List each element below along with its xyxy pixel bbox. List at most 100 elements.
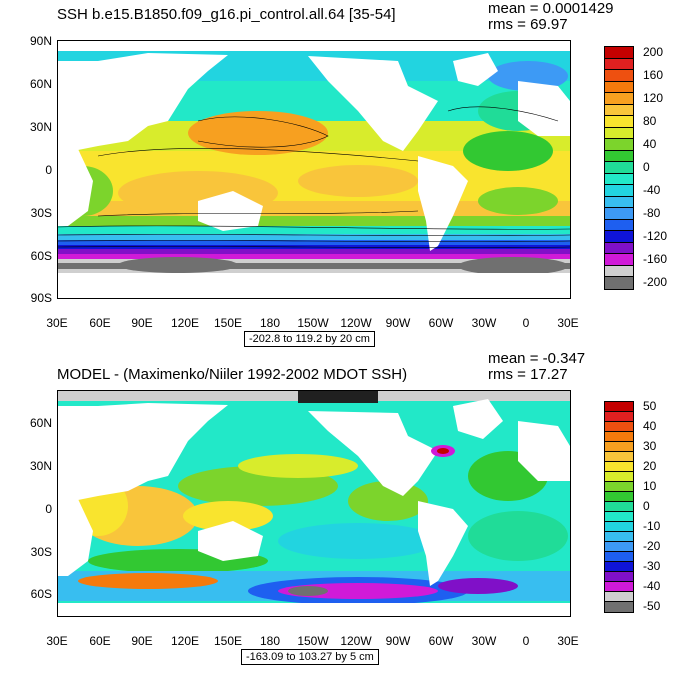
colorbar-swatch bbox=[605, 502, 633, 512]
colorbar-swatch bbox=[605, 127, 633, 140]
greenland-land bbox=[453, 53, 498, 86]
lon-label: 30E bbox=[46, 316, 68, 330]
colorbar-swatch bbox=[605, 81, 633, 94]
contour-lines bbox=[58, 106, 570, 248]
colorbar-swatch bbox=[605, 432, 633, 442]
colorbar-label: -160 bbox=[643, 252, 668, 267]
rms-value: rms = 17.27 bbox=[488, 366, 568, 383]
lon-label: 60E bbox=[89, 316, 111, 330]
colorbar bbox=[604, 46, 634, 290]
colorbar-swatch bbox=[605, 422, 633, 432]
colorbar-swatch bbox=[605, 116, 633, 128]
colorbar-label: 200 bbox=[643, 44, 664, 59]
lat-label: 90S bbox=[30, 291, 52, 305]
colorbar-swatch bbox=[605, 472, 633, 482]
north-america-land bbox=[308, 56, 438, 151]
panel-title: MODEL - (Maximenko/Niiler 1992-2002 MDOT… bbox=[57, 366, 408, 383]
colorbar-swatch bbox=[605, 219, 633, 232]
ssh-difference-map bbox=[57, 390, 571, 617]
colorbar-swatch bbox=[605, 70, 633, 82]
colorbar-swatch bbox=[605, 208, 633, 220]
lon-label: 60W bbox=[428, 316, 454, 330]
colorbar-swatch bbox=[605, 242, 633, 255]
colorbar-swatch bbox=[605, 572, 633, 582]
colorbar-swatch bbox=[605, 582, 633, 592]
colorbar-label: -200 bbox=[643, 275, 668, 290]
south-america-land bbox=[418, 156, 468, 251]
colorbar-swatch bbox=[605, 265, 633, 278]
colorbar-label: 50 bbox=[643, 399, 657, 413]
lon-label: 60W bbox=[428, 634, 454, 648]
colorbar-swatch bbox=[605, 47, 633, 59]
colorbar-swatch bbox=[605, 402, 633, 412]
colorbar-swatch bbox=[605, 592, 633, 602]
eurasia-land bbox=[58, 53, 228, 151]
lon-label: 150W bbox=[297, 634, 329, 648]
lat-label: 30N bbox=[29, 120, 52, 134]
colorbar-label: -50 bbox=[643, 599, 661, 613]
antarctica-land bbox=[58, 603, 570, 616]
colorbar-swatch bbox=[605, 277, 633, 289]
mean-value: mean = -0.347 bbox=[488, 350, 586, 367]
north-pacific-high bbox=[188, 111, 328, 155]
colorbar-swatch bbox=[605, 231, 633, 243]
lon-label: 30E bbox=[557, 634, 579, 648]
ssh-map bbox=[57, 40, 571, 299]
lon-label: 30E bbox=[557, 316, 579, 330]
lat-label: 60S bbox=[30, 249, 52, 263]
lon-label: 150E bbox=[213, 634, 243, 648]
colorbar-label: -80 bbox=[643, 206, 661, 221]
arctic-dark-patch bbox=[298, 391, 378, 403]
colorbar-swatch bbox=[605, 562, 633, 572]
colorbar-label: 20 bbox=[643, 459, 657, 473]
colorbar-swatch bbox=[605, 254, 633, 266]
lon-label: 0 bbox=[522, 316, 530, 330]
colorbar-swatch bbox=[605, 532, 633, 542]
colorbar-label: -120 bbox=[643, 229, 668, 244]
lon-label: 120E bbox=[170, 316, 200, 330]
colorbar-label: -40 bbox=[643, 183, 661, 198]
lon-label: 180 bbox=[259, 634, 281, 648]
antarctica-land bbox=[58, 273, 570, 298]
colorbar-swatch bbox=[605, 412, 633, 422]
lat-label: 60N bbox=[29, 77, 52, 91]
colorbar-swatch bbox=[605, 602, 633, 612]
contour-range-label: -163.09 to 103.27 by 5 cm bbox=[241, 649, 379, 665]
colorbar-label: 40 bbox=[643, 136, 657, 151]
lon-label: 30W bbox=[471, 634, 497, 648]
colorbar-label: 0 bbox=[643, 160, 650, 174]
colorbar-swatch bbox=[605, 104, 633, 117]
colorbar-label: 0 bbox=[643, 499, 650, 513]
colorbar-swatch bbox=[605, 196, 633, 209]
colorbar-swatch bbox=[605, 185, 633, 197]
australia-land bbox=[198, 191, 263, 231]
colorbar-label: 10 bbox=[643, 479, 657, 493]
colorbar-swatch bbox=[605, 93, 633, 105]
colorbar-swatch bbox=[605, 173, 633, 186]
colorbar-label: 30 bbox=[643, 439, 657, 453]
lon-label: 120E bbox=[170, 634, 200, 648]
colorbar-label: 40 bbox=[643, 419, 657, 433]
mean-value: mean = 0.0001429 bbox=[488, 0, 614, 17]
lon-label: 120W bbox=[340, 316, 372, 330]
africa-land bbox=[58, 496, 93, 576]
eurasia-land bbox=[58, 403, 228, 501]
europe-africa-land bbox=[518, 421, 570, 481]
lat-label: 60N bbox=[29, 416, 52, 430]
colorbar-swatch bbox=[605, 442, 633, 452]
lat-label: 60S bbox=[30, 587, 52, 601]
greenland-land bbox=[453, 399, 503, 439]
colorbar-label: 160 bbox=[643, 67, 664, 82]
lat-label: 0 bbox=[45, 163, 52, 177]
lon-label: 120W bbox=[340, 634, 372, 648]
colorbar-swatch bbox=[605, 452, 633, 462]
colorbar-swatch bbox=[605, 58, 633, 71]
australia-land bbox=[198, 521, 263, 561]
colorbar-label: -30 bbox=[643, 559, 661, 573]
colorbar-swatch bbox=[605, 162, 633, 174]
lon-label: 150W bbox=[297, 316, 329, 330]
colorbar-label: 120 bbox=[643, 90, 664, 105]
lat-label: 90N bbox=[29, 34, 52, 48]
lat-label: 30S bbox=[30, 545, 52, 559]
lon-label: 90W bbox=[385, 316, 411, 330]
